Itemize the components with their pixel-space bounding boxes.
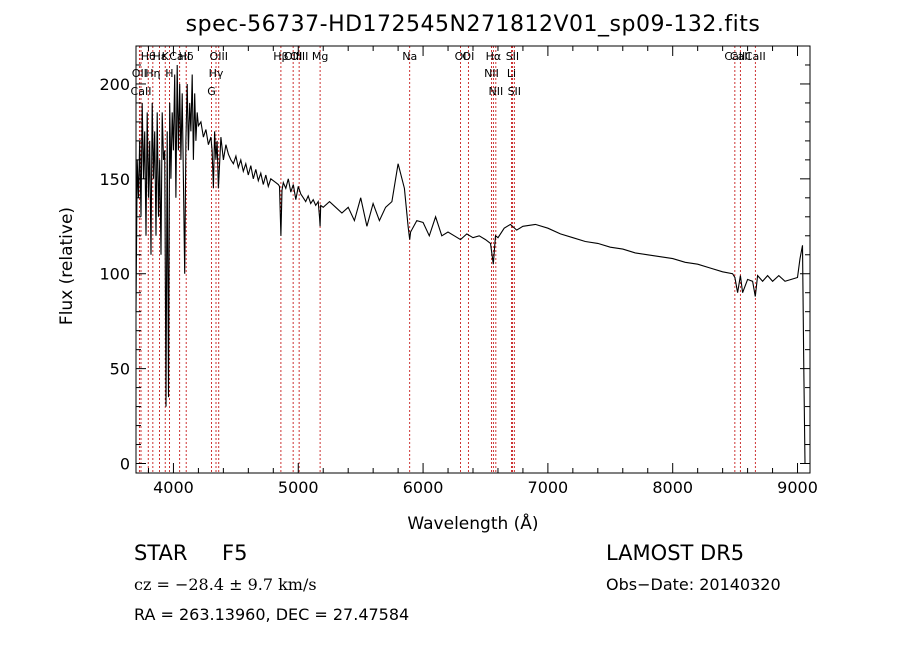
x-tick-label: 6000: [403, 478, 444, 497]
line-label: Li: [507, 67, 516, 80]
chart-title: spec-56737-HD172545N271812V01_sp09-132.f…: [186, 12, 761, 37]
observation-date: Obs−Date: 20140320: [606, 575, 781, 594]
line-label: K: [162, 50, 170, 63]
survey-name: LAMOST DR5: [606, 541, 744, 565]
line-label: Hη: [145, 67, 160, 80]
plot-frame: [135, 45, 811, 474]
object-class: STAR: [134, 541, 187, 565]
x-tick-label: 7000: [528, 478, 569, 497]
line-label: Mg: [312, 50, 328, 63]
line-label: OIII: [290, 50, 308, 63]
x-tick-label: 9000: [777, 478, 818, 497]
line-label: Hβ: [273, 50, 288, 63]
line-label: Hδ: [179, 50, 194, 63]
line-label: Na: [402, 50, 417, 63]
coordinates: RA = 263.13960, DEC = 27.47584: [134, 605, 409, 624]
line-label: G: [207, 85, 216, 98]
line-label: SII: [508, 85, 521, 98]
x-tick-label: 4000: [153, 478, 194, 497]
line-label: CaII: [730, 50, 751, 63]
line-label: NII: [488, 85, 503, 98]
y-axis: 0 50 100 150 200: [99, 64, 810, 474]
y-tick-label: 50: [110, 360, 130, 379]
line-label: Hθ: [141, 50, 156, 63]
spectrum-series-line: [135, 64, 806, 464]
line-label: CaII: [169, 50, 190, 63]
x-axis: 4000 5000 6000 7000 8000 9000: [147, 46, 818, 497]
line-label: OIII: [284, 50, 302, 63]
line-label: OI: [462, 50, 474, 63]
line-label: CaII: [745, 50, 766, 63]
y-tick-label: 100: [99, 265, 130, 284]
line-label: H: [165, 67, 173, 80]
line-label: OIII: [210, 50, 228, 63]
spectral-line-markers: [138, 46, 756, 473]
redshift-velocity: cz = −28.4 ± 9.7 km/s: [134, 575, 317, 594]
line-label: OI: [455, 50, 467, 63]
x-tick-label: 8000: [652, 478, 693, 497]
x-axis-label: Wavelength (Å): [407, 512, 538, 534]
y-tick-label: 200: [99, 75, 130, 94]
line-label: CaII: [131, 85, 152, 98]
line-label: Hε: [152, 50, 166, 63]
line-label: Hα: [486, 50, 502, 63]
y-axis-label: Flux (relative): [57, 207, 77, 325]
line-label: SII: [506, 50, 519, 63]
x-tick-label: 5000: [278, 478, 319, 497]
y-tick-label: 0: [120, 455, 130, 474]
line-label: NII: [484, 67, 499, 80]
y-tick-label: 150: [99, 170, 130, 189]
line-label: Hγ: [209, 67, 224, 80]
object-subclass: F5: [222, 541, 247, 565]
line-label: CaII: [724, 50, 745, 63]
